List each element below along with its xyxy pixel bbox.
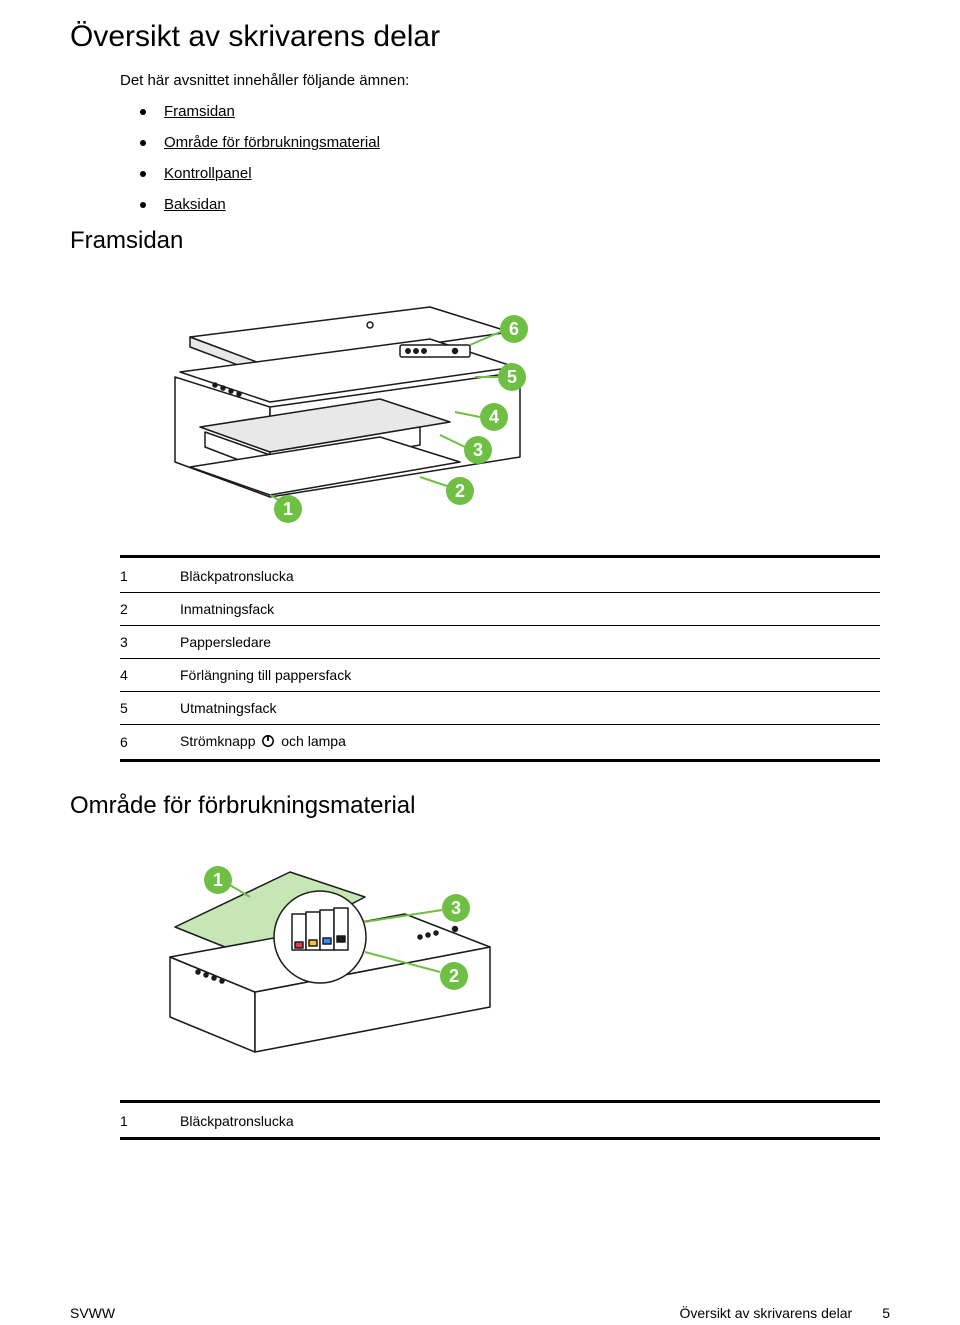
svg-text:2: 2 [449, 966, 459, 986]
part-label: Förlängning till pappersfack [180, 659, 880, 692]
topic-list: Framsidan Område för förbrukningsmateria… [140, 103, 890, 213]
intro-text: Det här avsnittet innehåller följande äm… [120, 72, 890, 89]
svg-text:2: 2 [455, 481, 465, 501]
list-item: Baksidan [140, 196, 890, 213]
bullet-icon [140, 140, 146, 146]
part-number: 1 [120, 557, 180, 593]
part-label: Pappersledare [180, 626, 880, 659]
part-number: 2 [120, 593, 180, 626]
part-number: 6 [120, 725, 180, 761]
list-item: Framsidan [140, 103, 890, 120]
table-row: 1 Bläckpatronslucka [120, 1101, 880, 1138]
topic-link[interactable]: Kontrollpanel [164, 165, 252, 182]
table-row: 5 Utmatningsfack [120, 692, 880, 725]
topic-link[interactable]: Område för förbrukningsmaterial [164, 134, 380, 151]
footer-left: SVWW [70, 1305, 115, 1321]
table-row: 6 Strömknapp och lampa [120, 725, 880, 761]
page-title: Översikt av skrivarens delar [70, 20, 890, 54]
bullet-icon [140, 202, 146, 208]
svg-text:1: 1 [283, 499, 293, 519]
svg-text:4: 4 [489, 407, 499, 427]
part-number: 1 [120, 1101, 180, 1138]
part-label: Bläckpatronslucka [180, 1101, 880, 1138]
part-number: 3 [120, 626, 180, 659]
footer-section-title: Översikt av skrivarens delar [679, 1305, 852, 1321]
bullet-icon [140, 109, 146, 115]
table-row: 3 Pappersledare [120, 626, 880, 659]
part-number: 4 [120, 659, 180, 692]
section-heading-framsidan: Framsidan [70, 227, 890, 255]
parts-table-supplies: 1 Bläckpatronslucka [120, 1100, 880, 1140]
topic-link[interactable]: Framsidan [164, 103, 235, 120]
printer-front-diagram: 1 2 3 4 5 6 [120, 277, 890, 527]
part-label-pre: Strömknapp [180, 733, 259, 749]
page-footer: SVWW Översikt av skrivarens delar 5 [70, 1305, 890, 1325]
part-number: 5 [120, 692, 180, 725]
part-label: Bläckpatronslucka [180, 557, 880, 593]
part-label: Utmatningsfack [180, 692, 880, 725]
topic-link[interactable]: Baksidan [164, 196, 226, 213]
footer-page-number: 5 [882, 1305, 890, 1321]
bullet-icon [140, 171, 146, 177]
svg-text:1: 1 [213, 870, 223, 890]
parts-table-framsidan: 1 Bläckpatronslucka 2 Inmatningsfack 3 P… [120, 555, 880, 762]
svg-text:3: 3 [451, 898, 461, 918]
list-item: Kontrollpanel [140, 165, 890, 182]
svg-text:6: 6 [509, 319, 519, 339]
svg-text:5: 5 [507, 367, 517, 387]
printer-supplies-diagram: 1 2 3 [120, 842, 890, 1072]
list-item: Område för förbrukningsmaterial [140, 134, 890, 151]
part-label-post: och lampa [277, 733, 345, 749]
table-row: 4 Förlängning till pappersfack [120, 659, 880, 692]
part-label: Strömknapp och lampa [180, 725, 880, 761]
table-row: 2 Inmatningsfack [120, 593, 880, 626]
table-row: 1 Bläckpatronslucka [120, 557, 880, 593]
section-heading-supplies: Område för förbrukningsmaterial [70, 792, 890, 820]
svg-text:3: 3 [473, 440, 483, 460]
part-label: Inmatningsfack [180, 593, 880, 626]
power-icon [261, 734, 275, 751]
